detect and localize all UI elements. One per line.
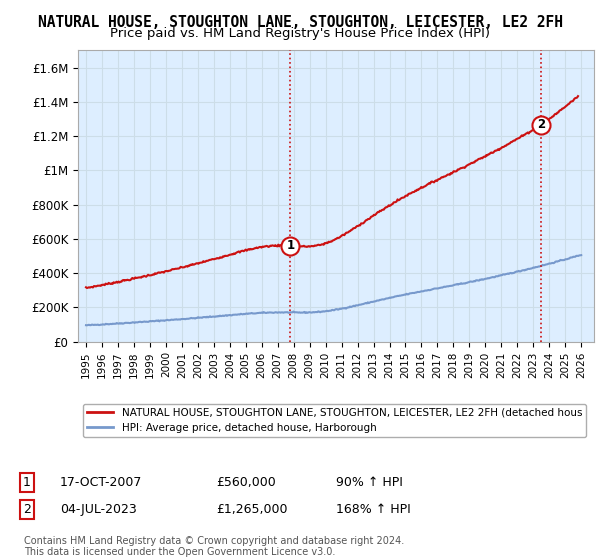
- Legend: NATURAL HOUSE, STOUGHTON LANE, STOUGHTON, LEICESTER, LE2 2FH (detached hous, HPI: NATURAL HOUSE, STOUGHTON LANE, STOUGHTON…: [83, 404, 586, 437]
- Text: 168% ↑ HPI: 168% ↑ HPI: [336, 503, 411, 516]
- Text: 17-OCT-2007: 17-OCT-2007: [60, 476, 142, 489]
- Text: 2: 2: [537, 118, 545, 132]
- Text: £560,000: £560,000: [216, 476, 276, 489]
- Text: Contains HM Land Registry data © Crown copyright and database right 2024.
This d: Contains HM Land Registry data © Crown c…: [24, 535, 404, 557]
- Text: Price paid vs. HM Land Registry's House Price Index (HPI): Price paid vs. HM Land Registry's House …: [110, 27, 490, 40]
- Text: NATURAL HOUSE, STOUGHTON LANE, STOUGHTON, LEICESTER, LE2 2FH: NATURAL HOUSE, STOUGHTON LANE, STOUGHTON…: [37, 15, 563, 30]
- Text: 1: 1: [23, 476, 31, 489]
- Text: 1: 1: [286, 239, 295, 252]
- Text: £1,265,000: £1,265,000: [216, 503, 287, 516]
- Text: 04-JUL-2023: 04-JUL-2023: [60, 503, 137, 516]
- Text: 90% ↑ HPI: 90% ↑ HPI: [336, 476, 403, 489]
- Text: 2: 2: [23, 503, 31, 516]
